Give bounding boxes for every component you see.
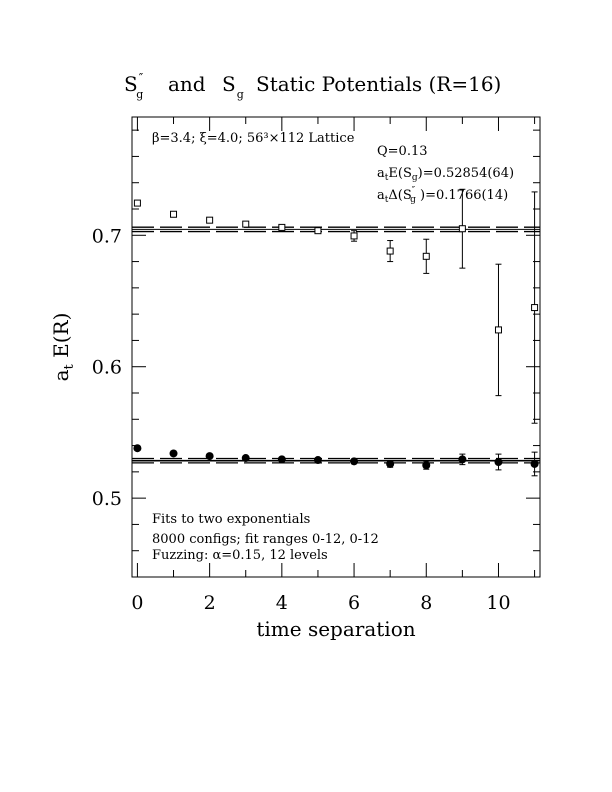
data-point-square xyxy=(422,252,430,260)
data-point-circle xyxy=(386,459,395,468)
y-tick-labels: 0.5 0.6 0.7 xyxy=(92,225,122,510)
y-tick-label: 0.6 xyxy=(92,357,122,379)
data-point-square xyxy=(278,223,286,231)
data-point-circle xyxy=(313,456,322,465)
data-point-square xyxy=(133,199,141,207)
annotation-note-configs: 8000 configs; fit ranges 0-12, 0-12 xyxy=(152,532,379,547)
data-point-square xyxy=(242,220,250,228)
axis-ticks xyxy=(132,117,540,578)
y-tick-label: 0.7 xyxy=(92,225,122,247)
data-points xyxy=(133,188,539,477)
annotation-note-fits: Fits to two exponentials xyxy=(152,512,310,527)
fit-lines xyxy=(132,226,540,464)
annotation-note-fuzzing: Fuzzing: α=0.15, 12 levels xyxy=(152,548,328,563)
x-tick-label: 8 xyxy=(420,592,432,614)
data-point-circle xyxy=(530,459,539,468)
x-axis-label: time separation xyxy=(256,617,415,641)
data-point-circle xyxy=(169,449,178,458)
data-point-circle xyxy=(241,454,250,463)
x-tick-label: 10 xyxy=(486,592,510,614)
data-point-circle xyxy=(422,461,431,470)
annotation-energy-fit: atE(Sg)=0.52854(64) xyxy=(377,166,514,183)
data-point-square xyxy=(170,210,178,218)
annotation-q: Q=0.13 xyxy=(377,144,428,159)
data-point-square xyxy=(350,232,358,240)
data-point-square xyxy=(314,227,322,235)
data-point-circle xyxy=(133,444,142,453)
x-tick-label: 0 xyxy=(131,592,143,614)
data-point-square xyxy=(494,326,502,334)
data-point-square xyxy=(458,225,466,233)
data-point-circle xyxy=(277,455,286,464)
y-tick-label: 0.5 xyxy=(92,488,122,510)
data-point-circle xyxy=(350,457,359,466)
annotation-gap-fit: atΔ(S″ g )=0.1766(14) xyxy=(377,186,508,205)
x-tick-label: 2 xyxy=(204,592,216,614)
data-point-circle xyxy=(494,458,503,466)
data-point-circle xyxy=(458,455,467,464)
data-point-square xyxy=(531,304,539,312)
y-axis-label: at E(R) xyxy=(49,313,77,382)
chart-title: S″ g and Sg Static Potentials (R=16) xyxy=(124,71,501,101)
annotation-lattice: β=3.4; ξ=4.0; 56³×112 Lattice xyxy=(152,131,355,146)
plot-frame xyxy=(131,116,541,578)
data-point-square xyxy=(206,216,214,224)
data-point-circle xyxy=(205,452,214,461)
x-tick-labels: 0 2 4 6 8 10 xyxy=(131,592,510,614)
x-tick-label: 6 xyxy=(348,592,360,614)
data-point-square xyxy=(386,247,394,255)
x-tick-label: 4 xyxy=(276,592,288,614)
